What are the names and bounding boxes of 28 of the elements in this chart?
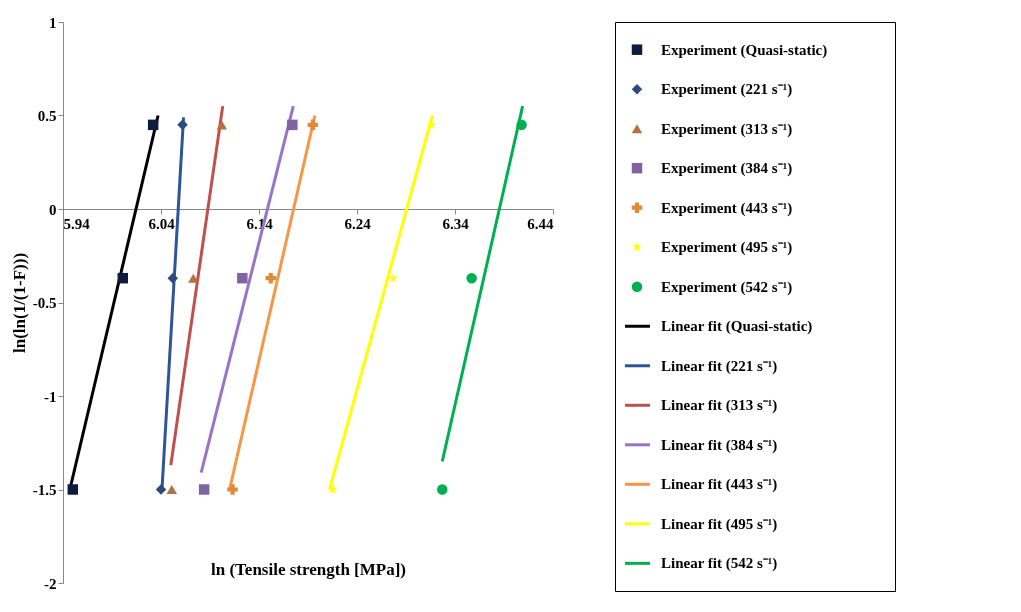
legend-label: Experiment (384 s⁻¹) (661, 160, 793, 178)
y-tick-label: 0.5 (37, 108, 57, 124)
legend-label: Linear fit (221 s⁻¹) (661, 357, 778, 375)
legend-label: Linear fit (495 s⁻¹) (661, 515, 778, 533)
x-tick-label: 6.04 (148, 215, 176, 232)
y-tick-label: 1 (49, 14, 57, 31)
x-tick-label: 6.24 (344, 215, 372, 232)
legend-label: Experiment (221 s⁻¹) (661, 81, 793, 99)
x-tick-label: 6.34 (442, 215, 470, 232)
legend-label: Linear fit (Quasi-static) (661, 318, 813, 336)
legend-label: Experiment (542 s⁻¹) (661, 278, 793, 296)
x-axis-title: ln (Tensile strength [MPa]) (210, 559, 407, 579)
legend-label: Experiment (Quasi-static) (661, 41, 828, 59)
legend-label: Linear fit (542 s⁻¹) (661, 555, 778, 573)
legend-label: Experiment (443 s⁻¹) (661, 199, 793, 217)
x-tick-label: 5.94 (63, 215, 91, 232)
legend-label: Experiment (495 s⁻¹) (661, 239, 793, 257)
y-tick-label: -1.5 (32, 482, 57, 498)
legend-label: Linear fit (384 s⁻¹) (661, 436, 778, 454)
x-tick-label: 6.44 (527, 215, 554, 232)
y-axis-title: ln(ln(1/(1-F))) (9, 252, 29, 354)
legend-label: Experiment (313 s⁻¹) (661, 120, 793, 138)
y-tick-label: -1 (44, 388, 57, 405)
y-tick-label: 0 (49, 201, 57, 218)
y-tick-label: -2 (44, 575, 57, 592)
y-tick-label: -0.5 (32, 295, 57, 311)
legend-label: Linear fit (443 s⁻¹) (661, 476, 778, 494)
legend-label: Linear fit (313 s⁻¹) (661, 397, 778, 415)
